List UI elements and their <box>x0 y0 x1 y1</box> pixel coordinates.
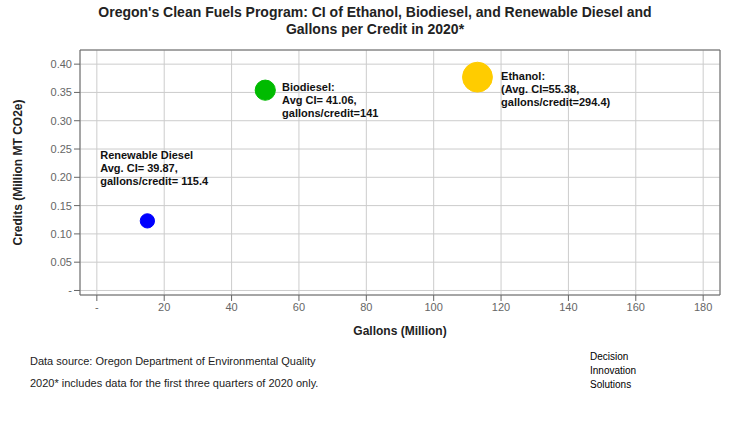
svg-text:-: - <box>95 301 99 313</box>
svg-text:80: 80 <box>360 301 372 313</box>
svg-text:0.35: 0.35 <box>51 86 72 98</box>
svg-text:0.30: 0.30 <box>51 115 72 127</box>
svg-text:160: 160 <box>627 301 645 313</box>
html-text:Decision: Decision <box>590 351 629 362</box>
html-text:Oregon's Clean Fuels Program:: Oregon's Clean Fuels Program: CI of Etha… <box>98 4 652 20</box>
svg-text:Gallons (Million): Gallons (Million) <box>353 324 446 338</box>
svg-text:140: 140 <box>559 301 577 313</box>
svg-text:0.15: 0.15 <box>51 200 72 212</box>
svg-text:Credits (Million MT CO2e): Credits (Million MT CO2e) <box>11 99 25 245</box>
svg-text:Biodiesel:Avg CI= 41.06,gallon: Biodiesel:Avg CI= 41.06,gallons/credit=1… <box>282 81 378 119</box>
svg-text:0.10: 0.10 <box>51 228 72 240</box>
svg-text:120: 120 <box>492 301 510 313</box>
svg-text:Renewable DieselAvg. CI= 39.87: Renewable DieselAvg. CI= 39.87,gallons/c… <box>100 149 209 187</box>
svg-text:180: 180 <box>694 301 712 313</box>
svg-text:100: 100 <box>425 301 443 313</box>
html-text:Data source: Oregon Department: Data source: Oregon Department of Enviro… <box>30 355 316 367</box>
html-text:Innovation: Innovation <box>590 365 637 376</box>
html-text:Solutions: Solutions <box>590 379 632 390</box>
svg-text:-: - <box>68 284 72 296</box>
svg-text:0.20: 0.20 <box>51 171 72 183</box>
svg-text:0.05: 0.05 <box>51 256 72 268</box>
html-text:2020* includes data for the fi: 2020* includes data for the first three … <box>30 377 319 389</box>
html-text:Gallons per Credit in 2020*: Gallons per Credit in 2020* <box>285 21 465 37</box>
svg-text:20: 20 <box>158 301 170 313</box>
svg-text:0.25: 0.25 <box>51 143 72 155</box>
svg-text:0.40: 0.40 <box>51 58 72 70</box>
svg-text:60: 60 <box>293 301 305 313</box>
svg-text:Ethanol:(Avg. CI=55.38,gallons: Ethanol:(Avg. CI=55.38,gallons/credit=29… <box>501 70 610 108</box>
svg-text:40: 40 <box>225 301 237 313</box>
